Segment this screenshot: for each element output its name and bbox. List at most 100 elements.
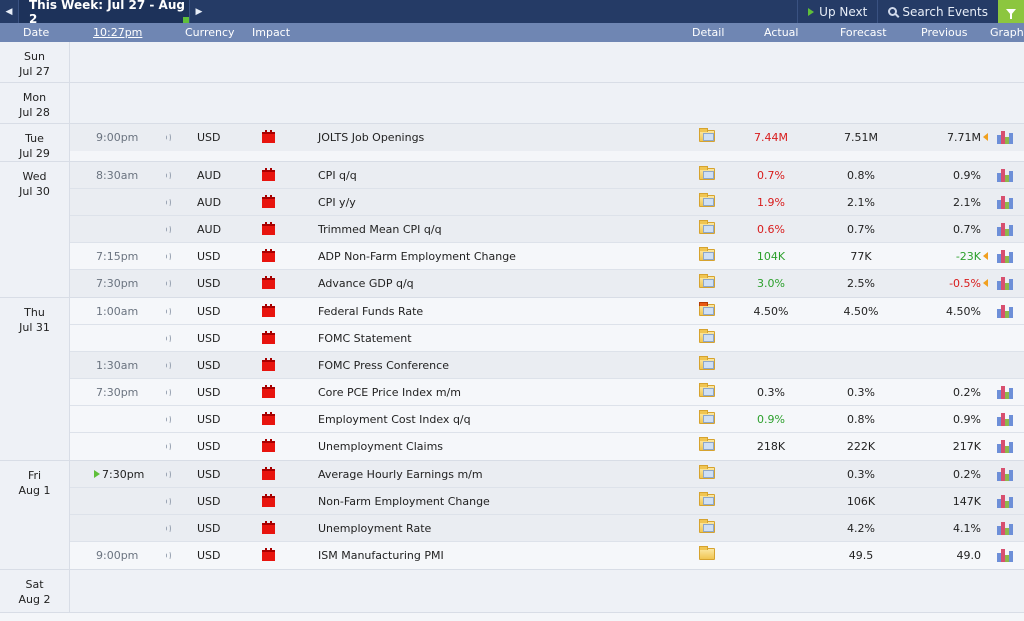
sound-icon[interactable]: [165, 306, 173, 317]
week-selector[interactable]: This Week: Jul 27 - Aug 2: [18, 0, 190, 26]
event-title[interactable]: Federal Funds Rate: [318, 305, 424, 318]
event-row[interactable]: AUD CPI y/y 1.9% 2.1% 2.1%: [70, 189, 1024, 216]
event-time: 1:00am: [96, 305, 139, 318]
sound-icon[interactable]: [165, 387, 173, 398]
detail-folder-icon[interactable]: [699, 356, 715, 370]
graph-icon[interactable]: [997, 467, 1013, 481]
sound-icon[interactable]: [165, 251, 173, 262]
high-impact-icon: [262, 168, 275, 181]
graph-icon[interactable]: [997, 412, 1013, 426]
day-of-week: Sun: [24, 50, 45, 63]
event-time: 7:15pm: [96, 250, 139, 263]
current-time-link[interactable]: 10:27pm: [93, 26, 143, 39]
event-currency: AUD: [197, 196, 222, 209]
up-next-button[interactable]: Up Next: [797, 0, 877, 23]
event-row[interactable]: USD FOMC Statement: [70, 325, 1024, 352]
sound-icon[interactable]: [165, 278, 173, 289]
event-title[interactable]: CPI y/y: [318, 196, 356, 209]
graph-icon[interactable]: [997, 249, 1013, 263]
event-row[interactable]: 9:00pm USD ISM Manufacturing PMI 49.5 49.0: [70, 542, 1024, 569]
event-row[interactable]: 7:30pm USD Core PCE Price Index m/m 0.3% 0.3…: [70, 379, 1024, 406]
event-title[interactable]: Trimmed Mean CPI q/q: [318, 223, 442, 236]
detail-folder-icon[interactable]: [699, 166, 715, 180]
day-group: Tue Jul 29 9:00pm USD JOLTS Job Openings 7.44…: [0, 124, 1024, 162]
graph-icon[interactable]: [997, 168, 1013, 182]
event-row[interactable]: USD Unemployment Claims 218K 222K 217K: [70, 433, 1024, 460]
event-row[interactable]: 7:30pm USD Advance GDP q/q 3.0% 2.5% -0.5%: [70, 270, 1024, 297]
detail-folder-icon[interactable]: [699, 437, 715, 451]
detail-folder-icon[interactable]: [699, 546, 715, 560]
graph-icon[interactable]: [997, 385, 1013, 399]
graph-icon[interactable]: [997, 548, 1013, 562]
graph-icon[interactable]: [997, 195, 1013, 209]
detail-folder-icon[interactable]: [699, 519, 715, 533]
graph-icon[interactable]: [997, 521, 1013, 535]
col-impact: Impact: [252, 26, 291, 39]
sound-icon[interactable]: [165, 197, 173, 208]
event-title[interactable]: Non-Farm Employment Change: [318, 495, 490, 508]
sound-icon[interactable]: [165, 360, 173, 371]
sound-icon[interactable]: [165, 441, 173, 452]
sound-icon[interactable]: [165, 469, 173, 480]
graph-icon[interactable]: [997, 439, 1013, 453]
event-actual: 1.9%: [757, 196, 785, 209]
sound-icon[interactable]: [165, 170, 173, 181]
event-title[interactable]: FOMC Statement: [318, 332, 412, 345]
detail-folder-icon[interactable]: [699, 274, 715, 288]
event-title[interactable]: Advance GDP q/q: [318, 277, 414, 290]
event-forecast: 2.1%: [847, 196, 875, 209]
search-events-button[interactable]: Search Events: [877, 0, 998, 23]
previous-week-button[interactable]: ◀: [5, 6, 13, 17]
event-row[interactable]: USD Employment Cost Index q/q 0.9% 0.8% 0.9%: [70, 406, 1024, 433]
sound-icon[interactable]: [165, 496, 173, 507]
graph-icon[interactable]: [997, 222, 1013, 236]
event-row[interactable]: 1:00am USD Federal Funds Rate 4.50% 4.50% 4.5…: [70, 298, 1024, 325]
detail-folder-icon[interactable]: [699, 410, 715, 424]
event-row[interactable]: 1:30am USD FOMC Press Conference: [70, 352, 1024, 379]
event-row[interactable]: 7:30pm USD Average Hourly Earnings m/m 0.3%…: [70, 461, 1024, 488]
graph-icon[interactable]: [997, 304, 1013, 318]
next-week-button[interactable]: ▶: [195, 6, 203, 17]
event-row[interactable]: 8:30am AUD CPI q/q 0.7% 0.8% 0.9%: [70, 162, 1024, 189]
event-title[interactable]: Unemployment Claims: [318, 440, 444, 453]
graph-icon[interactable]: [997, 494, 1013, 508]
sound-icon[interactable]: [165, 523, 173, 534]
event-title[interactable]: Core PCE Price Index m/m: [318, 386, 461, 399]
day-date: Tue Jul 29: [0, 124, 70, 161]
event-title[interactable]: ISM Manufacturing PMI: [318, 549, 444, 562]
day-date: Thu Jul 31: [0, 298, 70, 460]
detail-folder-icon[interactable]: [699, 383, 715, 397]
graph-icon[interactable]: [997, 130, 1013, 144]
detail-folder-icon[interactable]: [699, 302, 715, 316]
detail-folder-icon[interactable]: [699, 128, 715, 142]
detail-folder-icon[interactable]: [699, 220, 715, 234]
event-title[interactable]: Unemployment Rate: [318, 522, 432, 535]
sound-icon[interactable]: [165, 550, 173, 561]
event-row[interactable]: USD Non-Farm Employment Change 106K 147K: [70, 488, 1024, 515]
event-title[interactable]: Average Hourly Earnings m/m: [318, 468, 483, 481]
event-row[interactable]: 7:15pm USD ADP Non-Farm Employment Change 1…: [70, 243, 1024, 270]
event-currency: USD: [197, 332, 221, 345]
event-row[interactable]: USD Unemployment Rate 4.2% 4.1%: [70, 515, 1024, 542]
detail-folder-icon[interactable]: [699, 465, 715, 479]
event-previous: 7.71M: [908, 131, 988, 144]
sound-icon[interactable]: [165, 414, 173, 425]
detail-folder-icon[interactable]: [699, 492, 715, 506]
event-title[interactable]: ADP Non-Farm Employment Change: [318, 250, 516, 263]
col-currency: Currency: [185, 26, 235, 39]
sound-icon[interactable]: [165, 224, 173, 235]
detail-folder-icon[interactable]: [699, 193, 715, 207]
filter-button[interactable]: [998, 0, 1024, 23]
detail-folder-icon[interactable]: [699, 247, 715, 261]
event-row[interactable]: 9:00pm USD JOLTS Job Openings 7.44M 7.51M 7.7…: [70, 124, 1024, 151]
event-row[interactable]: AUD Trimmed Mean CPI q/q 0.6% 0.7% 0.7%: [70, 216, 1024, 243]
event-title[interactable]: CPI q/q: [318, 169, 357, 182]
sound-icon[interactable]: [165, 132, 173, 143]
sound-icon[interactable]: [165, 333, 173, 344]
graph-icon[interactable]: [997, 276, 1013, 290]
event-title[interactable]: FOMC Press Conference: [318, 359, 449, 372]
event-title[interactable]: Employment Cost Index q/q: [318, 413, 471, 426]
event-title[interactable]: JOLTS Job Openings: [318, 131, 425, 144]
detail-folder-icon[interactable]: [699, 329, 715, 343]
event-time: 1:30am: [96, 359, 139, 372]
